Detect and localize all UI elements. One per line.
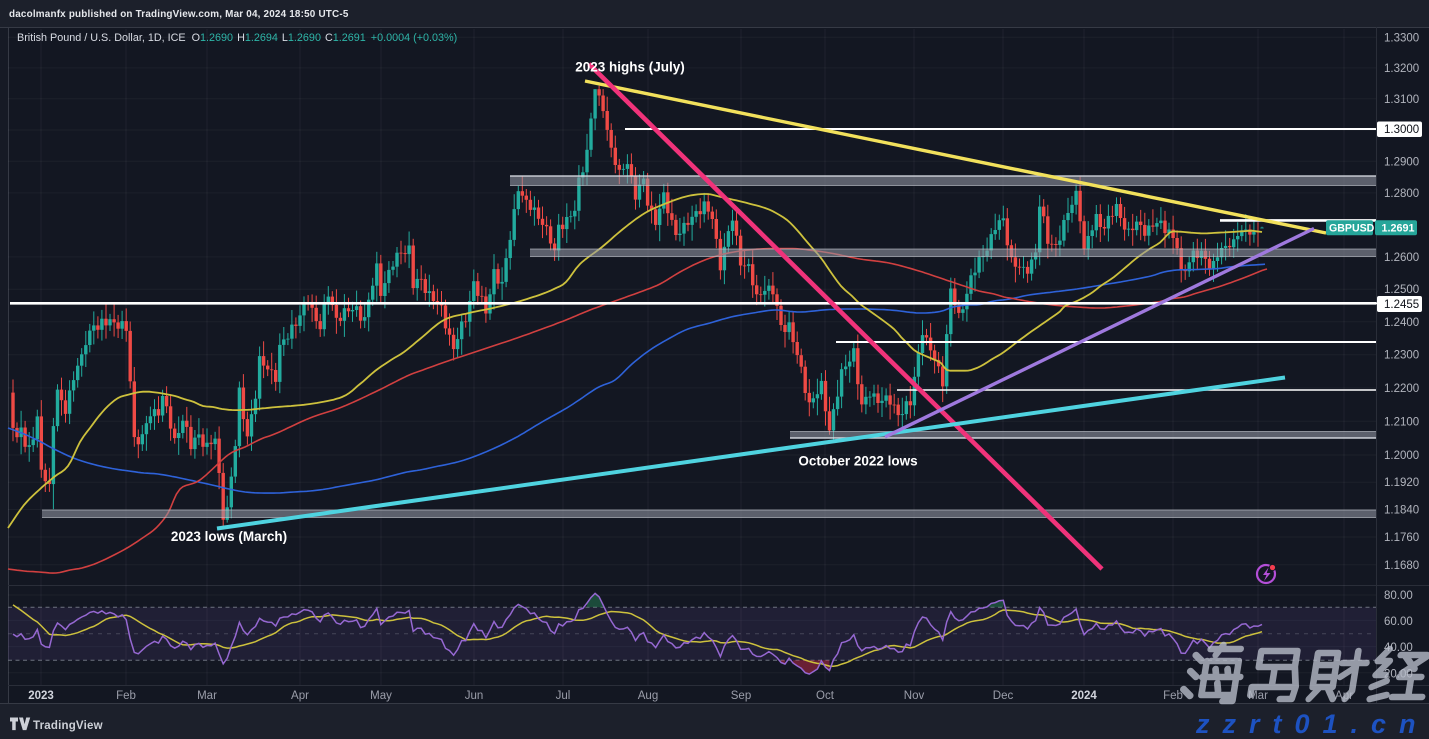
svg-text:GBPUSD: GBPUSD — [1329, 223, 1375, 235]
svg-text:2023 lows (March): 2023 lows (March) — [171, 529, 287, 544]
svg-text:Jun: Jun — [465, 690, 484, 702]
svg-text:1.3200: 1.3200 — [1384, 63, 1419, 75]
svg-text:Sep: Sep — [731, 690, 751, 702]
svg-text:1.2300: 1.2300 — [1384, 350, 1419, 362]
svg-text:1.3300: 1.3300 — [1384, 32, 1419, 44]
svg-text:Feb: Feb — [1163, 690, 1183, 702]
svg-text:British Pound / U.S. Dollar, 1: British Pound / U.S. Dollar, 1D, ICE O1.2… — [17, 32, 457, 44]
svg-text:October 2022 lows: October 2022 lows — [798, 454, 917, 469]
svg-text:1.2400: 1.2400 — [1384, 317, 1419, 329]
svg-text:zzrt01.cn: zzrt01.cn — [1195, 709, 1429, 739]
svg-text:Mar: Mar — [197, 690, 217, 702]
svg-text:80.00: 80.00 — [1384, 590, 1413, 602]
svg-text:May: May — [370, 690, 392, 702]
svg-text:1.3100: 1.3100 — [1384, 94, 1419, 106]
svg-text:2023 highs (July): 2023 highs (July) — [575, 60, 685, 75]
svg-text:1.3000: 1.3000 — [1384, 124, 1419, 136]
svg-text:Aug: Aug — [638, 690, 658, 702]
svg-text:2024: 2024 — [1071, 690, 1097, 702]
svg-text:1.2691: 1.2691 — [1382, 223, 1415, 235]
svg-text:1.1680: 1.1680 — [1384, 560, 1419, 572]
svg-text:1.2500: 1.2500 — [1384, 284, 1419, 296]
svg-text:1.2800: 1.2800 — [1384, 188, 1419, 200]
svg-text:1.2200: 1.2200 — [1384, 383, 1419, 395]
svg-text:dacolmanfx published on Tradin: dacolmanfx published on TradingView.com,… — [9, 9, 349, 20]
svg-text:1.1760: 1.1760 — [1384, 532, 1419, 544]
svg-text:TradingView: TradingView — [33, 720, 103, 732]
svg-text:1.2000: 1.2000 — [1384, 450, 1419, 462]
svg-text:60.00: 60.00 — [1384, 616, 1413, 628]
svg-text:2023: 2023 — [28, 690, 54, 702]
svg-text:1.2600: 1.2600 — [1384, 252, 1419, 264]
svg-text:1.1920: 1.1920 — [1384, 477, 1419, 489]
svg-text:Nov: Nov — [904, 690, 925, 702]
svg-text:1.2100: 1.2100 — [1384, 416, 1419, 428]
svg-text:1.2900: 1.2900 — [1384, 156, 1419, 168]
svg-text:Jul: Jul — [556, 690, 571, 702]
svg-text:1.2455: 1.2455 — [1384, 299, 1419, 311]
svg-text:Oct: Oct — [816, 690, 835, 702]
svg-text:Apr: Apr — [291, 690, 309, 702]
svg-text:1.1840: 1.1840 — [1384, 505, 1419, 517]
svg-text:Feb: Feb — [116, 690, 136, 702]
svg-text:Dec: Dec — [993, 690, 1014, 702]
